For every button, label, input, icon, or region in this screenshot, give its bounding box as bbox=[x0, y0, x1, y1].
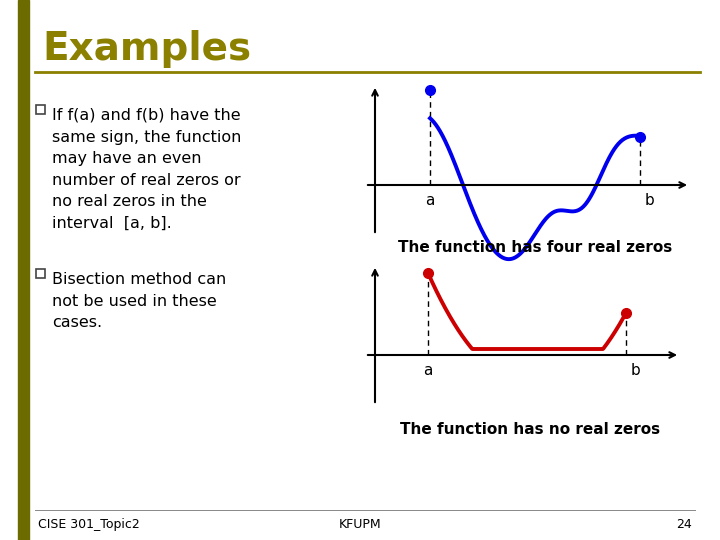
Text: a: a bbox=[426, 193, 435, 208]
Text: KFUPM: KFUPM bbox=[338, 518, 382, 531]
Text: b: b bbox=[631, 363, 641, 378]
Text: If f(a) and f(b) have the
same sign, the function
may have an even
number of rea: If f(a) and f(b) have the same sign, the… bbox=[52, 108, 241, 231]
Text: b: b bbox=[645, 193, 654, 208]
Text: a: a bbox=[423, 363, 433, 378]
FancyBboxPatch shape bbox=[36, 105, 45, 114]
Text: Bisection method can
not be used in these
cases.: Bisection method can not be used in thes… bbox=[52, 272, 226, 330]
Text: 24: 24 bbox=[676, 518, 692, 531]
FancyBboxPatch shape bbox=[36, 269, 45, 278]
Text: The function has no real zeros: The function has no real zeros bbox=[400, 422, 660, 437]
Text: The function has four real zeros: The function has four real zeros bbox=[398, 240, 672, 255]
Text: CISE 301_Topic2: CISE 301_Topic2 bbox=[38, 518, 140, 531]
Bar bbox=[18, 0, 29, 540]
Text: Examples: Examples bbox=[42, 30, 251, 68]
